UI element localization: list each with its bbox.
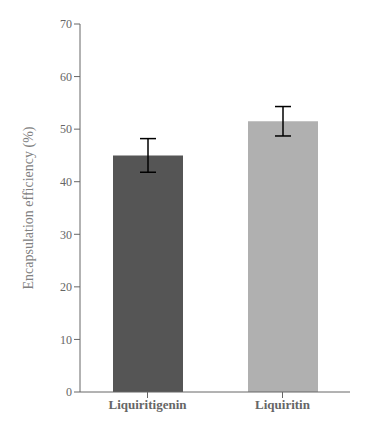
svg-text:40: 40: [60, 175, 72, 189]
svg-text:Liquiritin: Liquiritin: [255, 397, 311, 412]
svg-text:50: 50: [60, 122, 72, 136]
svg-text:Encapsulation efficiency (%): Encapsulation efficiency (%): [21, 126, 37, 289]
svg-text:0: 0: [66, 385, 72, 399]
svg-text:10: 10: [60, 333, 72, 347]
svg-text:70: 70: [60, 17, 72, 31]
svg-text:20: 20: [60, 280, 72, 294]
svg-text:30: 30: [60, 228, 72, 242]
svg-text:Liquiritigenin: Liquiritigenin: [108, 397, 187, 412]
svg-text:60: 60: [60, 70, 72, 84]
